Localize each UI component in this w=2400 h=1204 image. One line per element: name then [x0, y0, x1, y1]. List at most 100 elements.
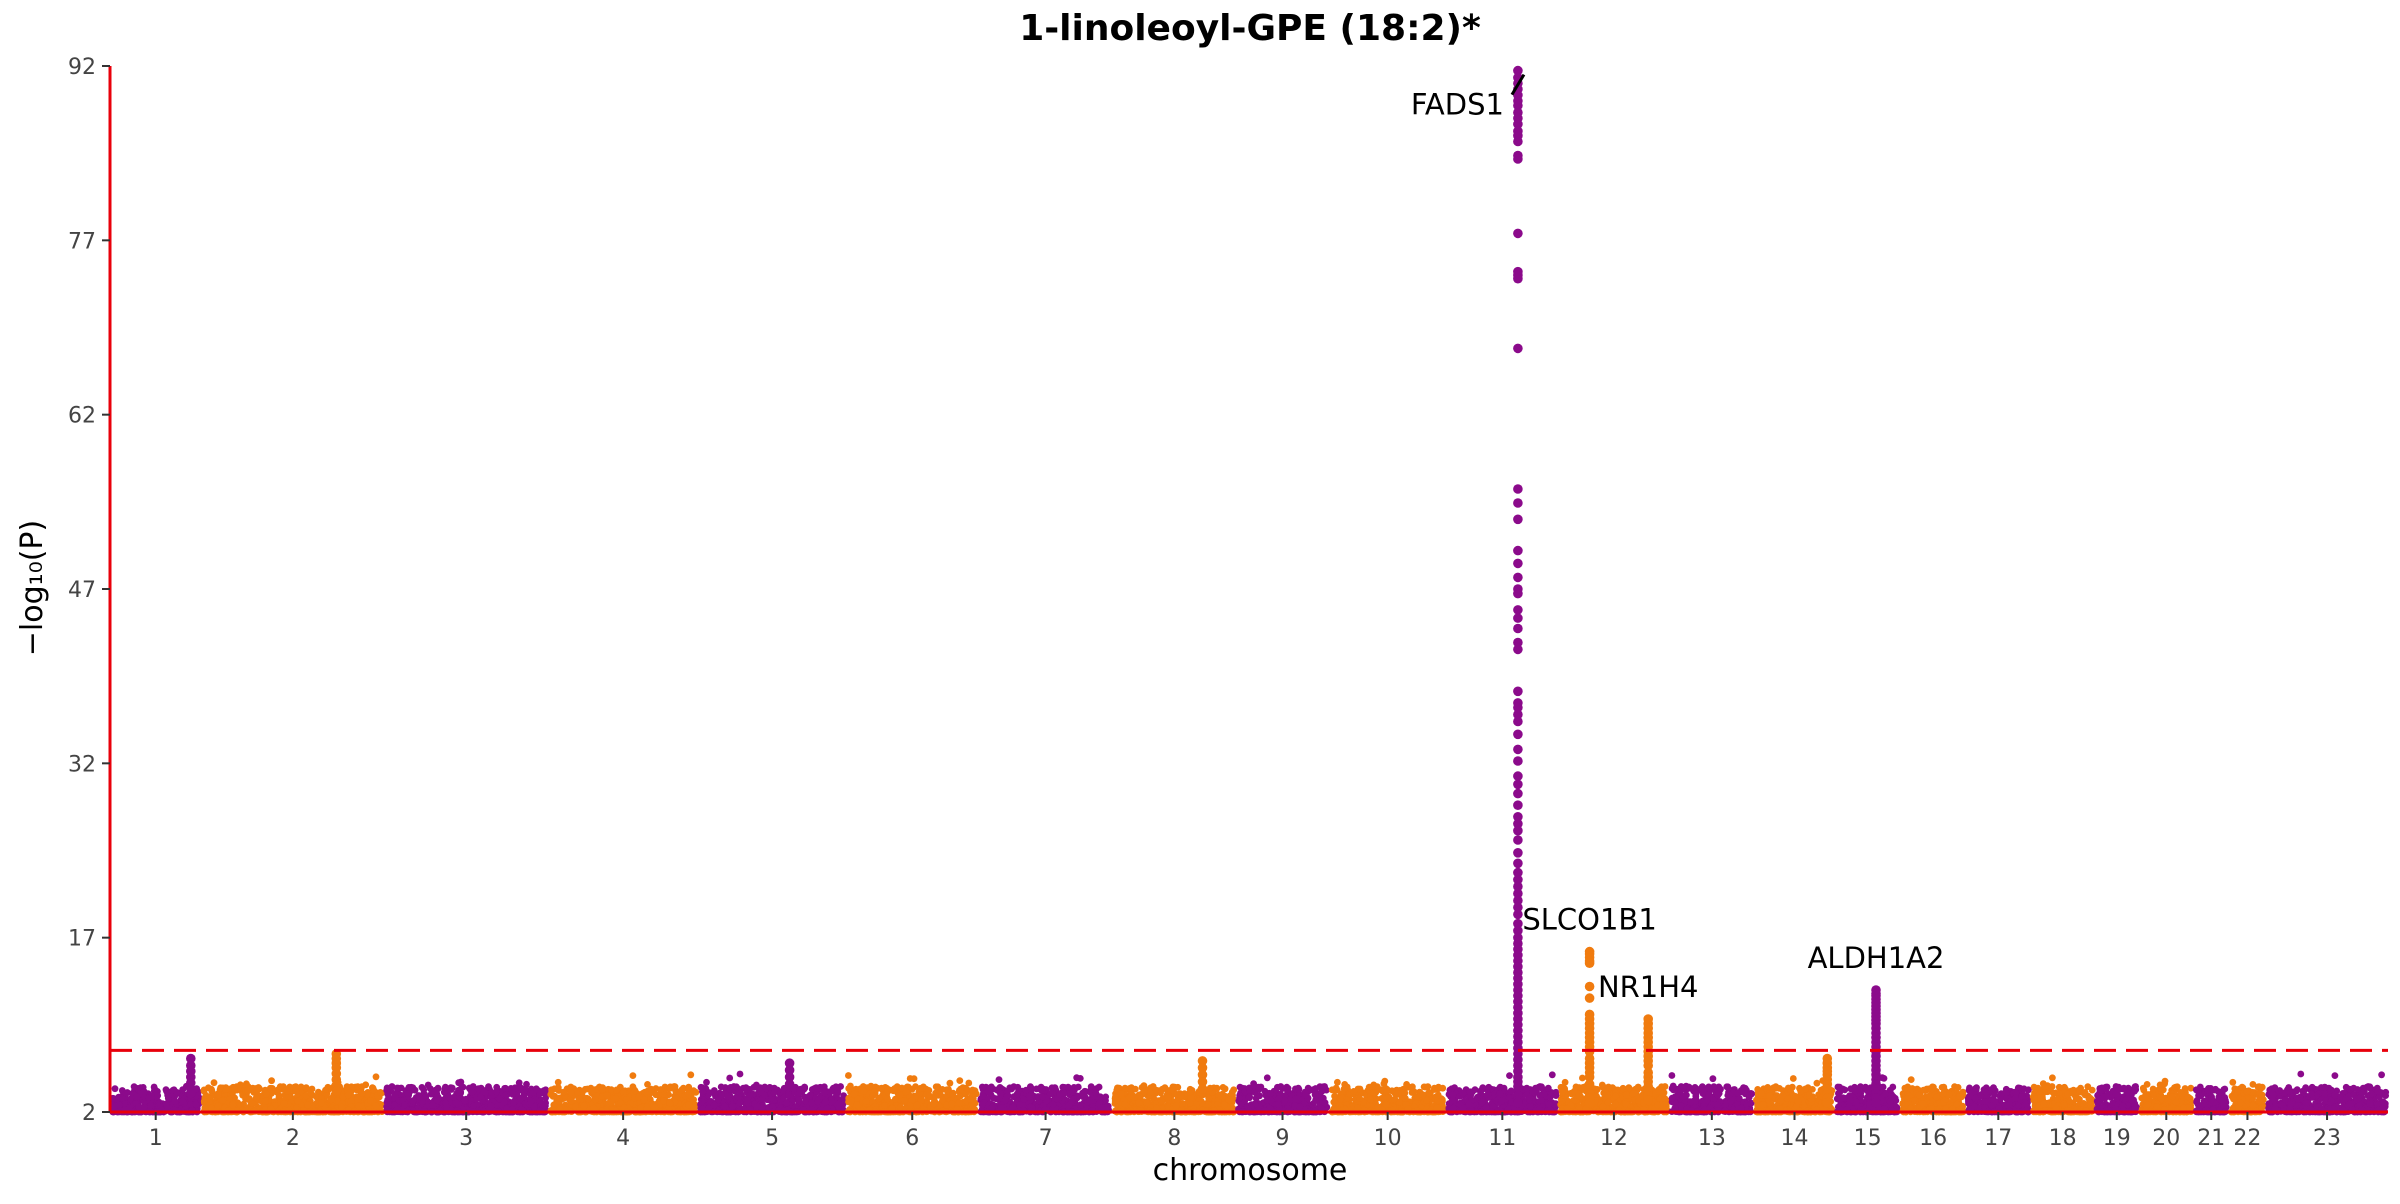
snp-point: [1143, 1099, 1151, 1107]
snp-point: [948, 1100, 955, 1108]
snp-point: [808, 1099, 815, 1107]
snp-point: [1038, 1087, 1046, 1095]
snp-point: [302, 1084, 310, 1092]
snp-point: [1002, 1096, 1009, 1104]
snp-point: [217, 1084, 225, 1092]
snp-point: [416, 1094, 423, 1101]
snp-point: [795, 1096, 803, 1104]
snp-point: [613, 1086, 620, 1094]
snp-point: [966, 1096, 974, 1103]
snp-point: [171, 1097, 179, 1105]
snp-point: [261, 1097, 269, 1105]
snp-point: [723, 1093, 731, 1100]
snp-point: [527, 1099, 535, 1106]
snp-point: [575, 1095, 583, 1103]
snp-point: [294, 1097, 302, 1105]
snp-point: [358, 1083, 366, 1090]
snp-point: [470, 1102, 478, 1110]
snp-point: [219, 1097, 227, 1104]
snp-point: [802, 1097, 809, 1105]
snp-point: [409, 1097, 416, 1105]
snp-point: [783, 1099, 790, 1107]
snp-point: [327, 1096, 335, 1104]
snp-point: [427, 1090, 435, 1098]
snp-point: [828, 1087, 835, 1095]
snp-point: [1215, 1091, 1223, 1099]
snp-point: [214, 1102, 222, 1110]
snp-point: [1225, 1096, 1233, 1104]
snp-point: [200, 1086, 208, 1094]
snp-point: [931, 1092, 939, 1100]
snp-point: [1060, 1090, 1068, 1097]
snp-point: [884, 1095, 891, 1103]
snp-point: [692, 1088, 700, 1096]
snp-point: [377, 1089, 384, 1096]
snp-point: [450, 1094, 458, 1101]
snp-point: [468, 1088, 476, 1096]
snp-point: [318, 1099, 325, 1107]
snp-point: [1073, 1074, 1081, 1082]
snp-point: [384, 1099, 392, 1107]
snp-point: [480, 1088, 488, 1096]
snp-point: [926, 1092, 933, 1100]
snp-point: [603, 1092, 611, 1099]
snp-point: [268, 1077, 275, 1085]
snp-point: [292, 1087, 300, 1095]
snp-point: [433, 1090, 441, 1097]
snp-point: [1164, 1093, 1172, 1101]
snp-point: [445, 1093, 453, 1101]
snp-point: [442, 1099, 449, 1107]
snp-point: [252, 1094, 260, 1102]
snp-point: [743, 1085, 751, 1093]
snp-point: [170, 1086, 178, 1094]
snp-point: [995, 1076, 1003, 1083]
snp-point: [956, 1093, 964, 1100]
snp-point: [1028, 1085, 1036, 1093]
snp-point: [881, 1102, 888, 1109]
snp-point: [517, 1084, 524, 1092]
snp-point: [637, 1104, 644, 1112]
snp-point: [358, 1090, 366, 1097]
snp-point: [1113, 1096, 1120, 1104]
snp-point: [699, 1088, 706, 1095]
snp-point: [1098, 1104, 1105, 1112]
snp-point: [133, 1093, 141, 1101]
snp-point: [629, 1072, 637, 1079]
snp-point: [640, 1096, 648, 1104]
snp-point: [647, 1085, 655, 1093]
snp-point: [969, 1086, 976, 1094]
snp-point: [530, 1103, 538, 1111]
snp-point: [1102, 1093, 1110, 1101]
snp-point: [401, 1101, 408, 1109]
snp-point: [404, 1090, 411, 1098]
snp-point: [1049, 1101, 1057, 1108]
snp-point: [469, 1083, 477, 1090]
snp-point: [276, 1083, 284, 1091]
snp-point: [850, 1090, 858, 1098]
snp-point: [584, 1095, 592, 1103]
snp-point: [492, 1088, 500, 1096]
snp-point: [1086, 1097, 1094, 1105]
snp-point: [888, 1104, 896, 1112]
snp-point: [262, 1090, 270, 1098]
snp-point: [433, 1097, 441, 1104]
snp-point: [1186, 1099, 1194, 1107]
snp-point: [801, 1083, 808, 1091]
snp-point: [949, 1091, 957, 1099]
snp-point: [718, 1092, 725, 1099]
snp-point: [511, 1084, 519, 1092]
snp-point: [761, 1091, 768, 1099]
snp-point: [687, 1071, 695, 1079]
snp-point: [268, 1089, 275, 1097]
snp-point: [620, 1088, 627, 1096]
snp-point: [343, 1083, 351, 1091]
snp-point: [875, 1094, 883, 1102]
background-points: [109, 1070, 2390, 1116]
snp-point: [978, 1101, 986, 1109]
snp-point: [338, 1103, 346, 1111]
chromosome-5-points: [697, 1070, 847, 1116]
snp-point: [737, 1089, 744, 1097]
snp-point: [140, 1088, 148, 1095]
snp-point: [1263, 1074, 1271, 1082]
snp-point: [845, 1072, 852, 1079]
